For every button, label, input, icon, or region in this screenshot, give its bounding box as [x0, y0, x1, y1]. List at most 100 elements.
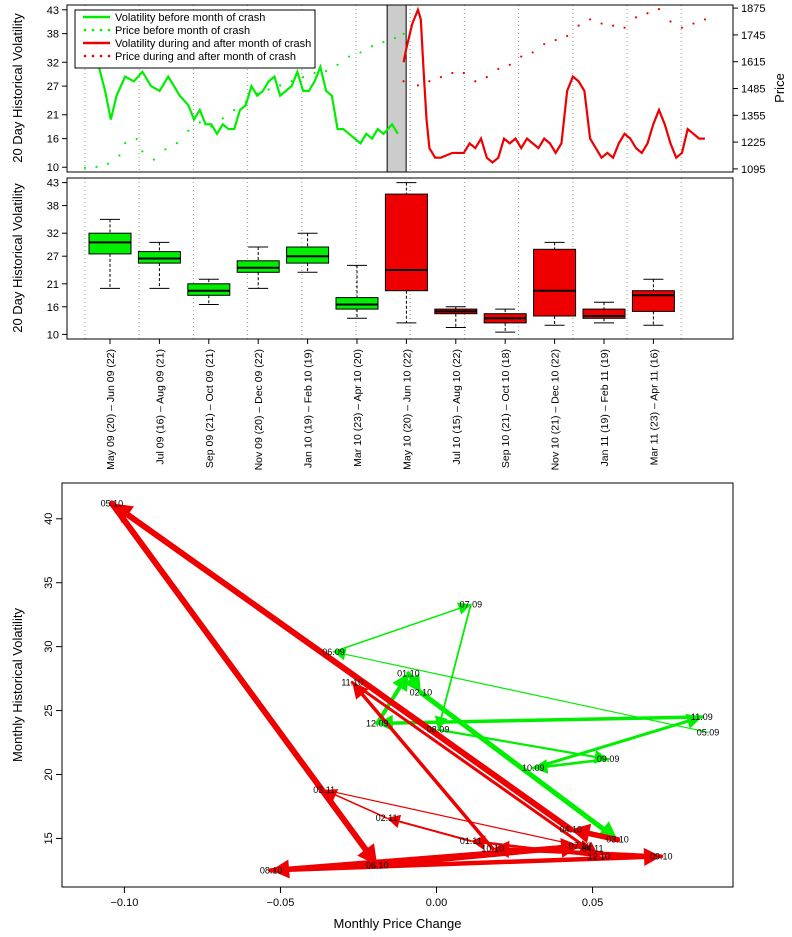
- point-label: 12.10: [588, 851, 611, 861]
- price-dot: [646, 12, 649, 15]
- x-tick-label: −0.05: [267, 897, 295, 909]
- box: [335, 297, 379, 310]
- y-tick-label: 10: [47, 162, 59, 174]
- price-dot: [233, 109, 236, 112]
- price-dot: [152, 158, 155, 161]
- box: [187, 283, 231, 296]
- series-line-0: [84, 47, 399, 146]
- y-tick-label: 43: [47, 5, 59, 17]
- y-axis-title: Monthly Historical Volatility: [10, 608, 25, 762]
- x-tick-label: Sep 09 (21) – Oct 09 (21): [204, 349, 216, 468]
- price-dot: [393, 36, 397, 40]
- point-label: 03.11: [313, 785, 335, 795]
- trajectory-arrow: [544, 757, 610, 768]
- point-label: 09.10: [650, 851, 673, 861]
- series-line-2: [402, 6, 705, 164]
- x-tick-label: Jul 09 (16) – Aug 09 (21): [154, 349, 166, 465]
- box: [286, 246, 330, 264]
- price-dot: [124, 142, 127, 145]
- x-tick-label: Jul 10 (15) – Aug 10 (22): [451, 349, 463, 465]
- legend-dot: [99, 28, 103, 32]
- point-label: 11.09: [691, 712, 713, 722]
- y-axis-title: 20 Day Historical Volatility: [10, 13, 25, 163]
- arrow-head: [470, 835, 486, 850]
- y-tick-label: 35: [43, 577, 55, 589]
- price-dot: [324, 69, 328, 73]
- point-label: 12.09: [366, 718, 389, 728]
- price-dot: [256, 92, 259, 95]
- trajectory-arrow: [332, 793, 388, 819]
- price-dot: [382, 41, 385, 44]
- price-dot: [244, 100, 247, 104]
- price-dot: [692, 22, 695, 25]
- point-label: 07.09: [460, 599, 483, 609]
- y-tick-label: 32: [47, 228, 59, 240]
- price-dot: [141, 150, 144, 153]
- y2-tick-label: 1095: [741, 164, 765, 176]
- price-dot: [164, 148, 167, 151]
- bottom-panel: 05.09 06.09 07.09 08.09 09.09 10.09 11.09 12.09…: [10, 482, 734, 931]
- point-label: 04.10: [559, 824, 582, 834]
- legend-dot: [91, 54, 95, 58]
- y2-axis-title: Price: [772, 73, 787, 103]
- legend-dot: [99, 54, 103, 58]
- price-dot: [451, 71, 454, 75]
- point-label: 05.09: [697, 727, 720, 737]
- price-dot: [680, 26, 684, 29]
- price-dot: [416, 84, 420, 87]
- y-tick-label: 43: [47, 178, 59, 190]
- point-label: 02.10: [410, 688, 433, 698]
- price-dot: [634, 16, 638, 19]
- point-label: 10.10: [481, 844, 504, 854]
- price-dot: [439, 76, 442, 79]
- point-label: 01.11: [460, 836, 482, 846]
- arrow-head: [457, 602, 471, 615]
- trajectory-arrow: [531, 719, 692, 770]
- trajectory-arrow: [481, 841, 601, 858]
- price-dot: [370, 45, 374, 48]
- price-dot: [577, 24, 580, 27]
- y-tick-label: 10: [47, 329, 59, 341]
- y-tick-label: 38: [47, 201, 59, 213]
- price-dot: [428, 80, 431, 83]
- price-dot: [187, 129, 190, 132]
- arrow-head: [403, 673, 421, 693]
- y2-tick-label: 1485: [741, 84, 765, 96]
- y-tick-label: 30: [43, 641, 55, 653]
- price-dot: [566, 34, 569, 38]
- trajectory-arrow: [350, 680, 590, 851]
- price-dot: [462, 71, 465, 75]
- trajectory-arrow: [123, 510, 574, 833]
- box: [384, 193, 428, 292]
- price-dot: [520, 55, 523, 58]
- point-label: 01.10: [397, 668, 420, 678]
- trajectory-arrow: [359, 691, 495, 851]
- x-tick-label: Sep 10 (21) – Oct 10 (18): [500, 349, 512, 468]
- box: [236, 260, 280, 273]
- y-tick-label: 15: [43, 832, 55, 844]
- price-dot: [543, 43, 546, 46]
- price-dot: [118, 154, 121, 157]
- legend-dot: [107, 54, 111, 58]
- x-tick-label: 0.05: [582, 897, 603, 909]
- legend-dot: [83, 28, 87, 32]
- point-label: 09.09: [597, 754, 620, 764]
- y2-tick-label: 1745: [741, 30, 765, 42]
- price-dot: [347, 55, 351, 58]
- legend-dot: [91, 28, 95, 32]
- plot-frame: [61, 482, 734, 888]
- trajectory-arrow: [108, 500, 370, 855]
- x-tick-label: 0.00: [426, 897, 447, 909]
- price-dot: [485, 76, 488, 79]
- trajectory-arrow: [332, 607, 462, 653]
- price-dot: [554, 38, 557, 42]
- y2-tick-label: 1355: [741, 110, 765, 122]
- price-dot: [497, 67, 500, 71]
- trajectory-arrow: [418, 690, 608, 833]
- x-axis-title: Monthly Price Change: [334, 916, 462, 931]
- y-tick-label: 16: [47, 134, 59, 146]
- legend-box: [74, 9, 316, 69]
- y-tick-label: 20: [43, 768, 55, 780]
- legend-dot: [83, 54, 87, 58]
